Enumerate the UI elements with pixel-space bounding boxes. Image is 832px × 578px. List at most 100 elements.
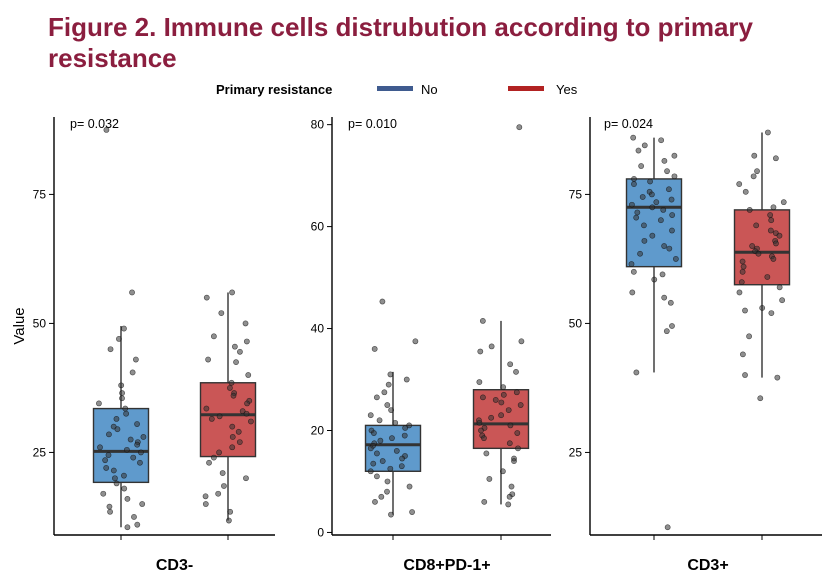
data-point: [235, 428, 242, 435]
data-point: [127, 436, 134, 443]
data-point: [498, 412, 505, 419]
data-point: [630, 134, 637, 141]
data-point: [237, 348, 243, 355]
data-point: [488, 414, 495, 421]
data-point: [110, 467, 117, 474]
data-point: [478, 427, 484, 434]
data-point: [514, 430, 521, 436]
data-point: [387, 371, 394, 378]
data-point: [205, 356, 212, 363]
data-point: [370, 460, 377, 467]
legend-title: Primary resistance: [216, 82, 332, 97]
data-point: [236, 439, 243, 446]
data-point: [225, 517, 232, 524]
data-point: [746, 333, 752, 340]
data-point: [476, 419, 483, 426]
data-point: [367, 412, 374, 419]
data-point: [389, 435, 395, 442]
data-point: [770, 256, 777, 262]
data-point: [669, 323, 675, 329]
data-point: [755, 250, 762, 257]
data-point: [772, 155, 779, 162]
data-point: [370, 430, 377, 436]
data-point: [243, 475, 249, 482]
panel-0: 25 50 75 CD3- p= 0.032: [33, 117, 275, 574]
data-point: [215, 490, 222, 497]
data-point: [384, 488, 390, 495]
data-point: [203, 405, 210, 412]
data-point: [231, 343, 238, 350]
data-point: [661, 243, 668, 249]
legend-swatch-no: [377, 86, 413, 91]
data-point: [628, 261, 635, 267]
data-point: [483, 450, 490, 457]
data-point: [746, 206, 753, 213]
data-point: [513, 389, 520, 396]
data-point: [229, 423, 236, 430]
data-point: [134, 421, 140, 427]
data-point: [671, 152, 678, 159]
data-point: [739, 268, 746, 275]
data-point: [210, 454, 217, 461]
data-point: [669, 227, 675, 234]
data-point: [653, 199, 660, 206]
data-point: [507, 422, 514, 429]
data-point: [398, 463, 405, 470]
box-yes: [733, 209, 791, 286]
data-point: [379, 458, 386, 464]
data-point: [739, 258, 746, 265]
data-point: [123, 446, 130, 453]
data-point: [754, 168, 760, 175]
data-point: [633, 214, 640, 221]
data-point: [669, 212, 676, 218]
data-point: [384, 478, 391, 485]
data-point: [633, 369, 640, 376]
data-point: [498, 399, 505, 406]
data-point: [106, 503, 113, 510]
data-point: [402, 425, 409, 431]
data-point: [671, 173, 678, 180]
data-point: [767, 212, 774, 218]
data-point: [659, 271, 666, 278]
data-point: [403, 376, 410, 383]
y-tick-label: 75: [569, 187, 583, 201]
data-point: [129, 369, 136, 376]
data-point: [641, 142, 648, 149]
data-point: [230, 392, 237, 399]
data-point: [513, 368, 519, 375]
y-tick-label: 50: [33, 316, 47, 330]
data-point: [114, 426, 121, 433]
data-point: [138, 449, 144, 456]
data-point: [229, 444, 236, 451]
data-point: [664, 524, 671, 531]
legend-label-yes: Yes: [556, 82, 578, 97]
data-point: [373, 394, 380, 401]
data-point: [647, 178, 653, 185]
data-point: [406, 422, 413, 429]
data-point: [387, 465, 394, 472]
data-point: [476, 379, 483, 385]
data-point: [739, 351, 746, 358]
data-point: [488, 343, 495, 350]
data-point: [105, 452, 112, 458]
data-point: [506, 493, 513, 500]
data-point: [499, 468, 506, 475]
data-point: [508, 483, 515, 490]
data-point: [388, 407, 395, 414]
data-point: [742, 307, 748, 314]
data-point: [639, 194, 646, 200]
data-point: [243, 410, 250, 417]
legend-swatch-yes: [508, 86, 544, 91]
data-point: [216, 449, 222, 456]
x-category-label: CD3-: [156, 557, 193, 574]
data-point: [749, 243, 756, 249]
data-point: [641, 222, 647, 229]
data-point: [202, 493, 209, 500]
data-point: [517, 402, 524, 408]
data-point: [208, 415, 215, 422]
data-point: [736, 289, 743, 296]
data-point: [116, 336, 122, 342]
legend-label-no: No: [421, 82, 438, 97]
data-point: [137, 459, 143, 466]
data-point: [97, 444, 103, 451]
